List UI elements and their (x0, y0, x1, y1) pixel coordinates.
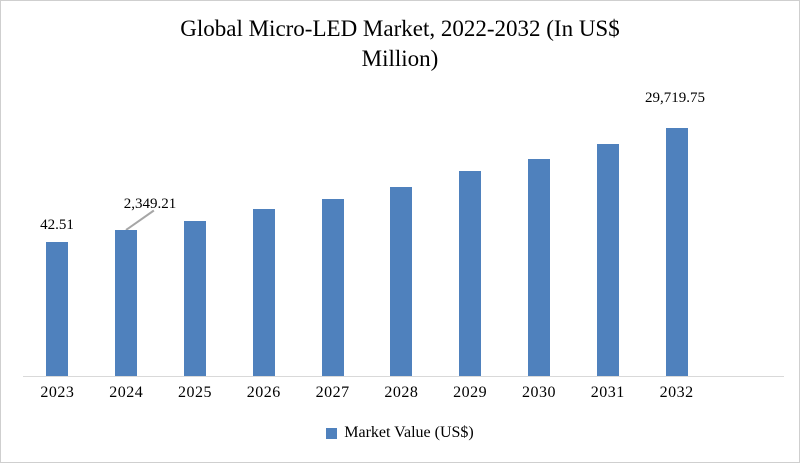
x-axis-label-2023: 2023 (40, 384, 75, 401)
plot-area (23, 97, 711, 377)
bar-slot-2030 (505, 97, 574, 377)
x-axis-label-2032: 2032 (659, 384, 694, 401)
x-axis-label-2028: 2028 (384, 384, 419, 401)
bar-slot-2023 (23, 97, 92, 377)
bar-slot-2027 (298, 97, 367, 377)
x-axis-labels: 2023 2024 2025 2026 2027 2028 2029 2030 2031 2032 (23, 384, 711, 402)
bar-2025 (183, 221, 206, 377)
bar-slot-2026 (229, 97, 298, 377)
x-axis-label-2031: 2031 (590, 384, 625, 401)
bar-slot-2029 (436, 97, 505, 377)
x-axis-label-2030: 2030 (521, 384, 556, 401)
bar-2031 (596, 144, 619, 377)
chart-title-line-2: Million) (361, 46, 439, 71)
legend-marker-icon (326, 428, 338, 439)
bar-slot-2028 (367, 97, 436, 377)
bar-2027 (321, 199, 344, 377)
bar-2028 (390, 187, 413, 377)
bar-slot-2024 (92, 97, 161, 377)
x-axis-label-2026: 2026 (246, 384, 281, 401)
chart-title-line-1: Global Micro-LED Market, 2022-2032 (In U… (180, 16, 620, 41)
bar-2024 (115, 230, 138, 377)
legend: Market Value (US$) (1, 424, 799, 442)
bar-slot-2032 (642, 97, 711, 377)
x-axis-label-2025: 2025 (177, 384, 212, 401)
bar-2032 (665, 128, 688, 377)
bar-slot-2025 (161, 97, 230, 377)
chart-title: Global Micro-LED Market, 2022-2032 (In U… (1, 14, 799, 74)
bar-2029 (459, 171, 482, 377)
data-label-2023: 42.51 (40, 217, 74, 233)
data-label-2032: 29,719.75 (645, 90, 705, 106)
x-axis-line (23, 376, 784, 377)
x-axis-label-2024: 2024 (109, 384, 144, 401)
bar-2023 (46, 242, 69, 377)
x-axis-label-2029: 2029 (453, 384, 488, 401)
bar-2026 (252, 209, 275, 377)
x-axis-label-2027: 2027 (315, 384, 350, 401)
bar-2030 (527, 159, 550, 377)
legend-label: Market Value (US$) (344, 424, 474, 441)
bar-slot-2031 (573, 97, 642, 377)
data-label-2024: 2,349.21 (123, 196, 177, 212)
